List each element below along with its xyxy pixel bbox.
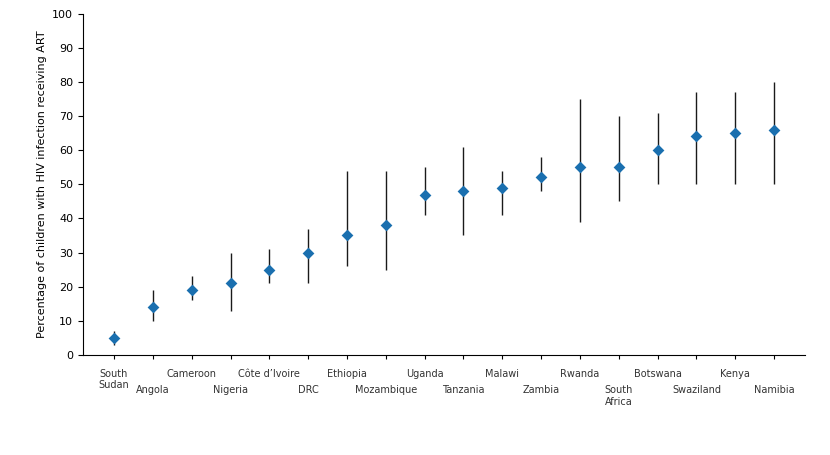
- Text: Ethiopia: Ethiopia: [327, 369, 367, 379]
- Text: Uganda: Uganda: [406, 369, 443, 379]
- Text: Nigeria: Nigeria: [213, 385, 248, 395]
- Text: Mozambique: Mozambique: [354, 385, 417, 395]
- Point: [612, 163, 625, 171]
- Text: Kenya: Kenya: [720, 369, 750, 379]
- Point: [457, 187, 470, 195]
- Point: [146, 303, 159, 311]
- Text: Angola: Angola: [136, 385, 169, 395]
- Text: Zambia: Zambia: [523, 385, 559, 395]
- Text: Botswana: Botswana: [633, 369, 681, 379]
- Point: [651, 147, 664, 154]
- Point: [496, 184, 509, 191]
- Text: Malawi: Malawi: [486, 369, 520, 379]
- Point: [535, 174, 548, 181]
- Point: [340, 232, 354, 239]
- Text: Tanzania: Tanzania: [442, 385, 485, 395]
- Text: Namibia: Namibia: [754, 385, 794, 395]
- Point: [185, 287, 198, 294]
- Point: [729, 129, 742, 136]
- Point: [768, 126, 781, 133]
- Point: [107, 334, 120, 341]
- Text: DRC: DRC: [298, 385, 319, 395]
- Point: [379, 222, 393, 229]
- Point: [418, 191, 432, 198]
- Point: [224, 279, 237, 287]
- Y-axis label: Percentage of children with HIV infection receiving ART: Percentage of children with HIV infectio…: [37, 30, 46, 338]
- Text: South
Africa: South Africa: [604, 385, 633, 407]
- Text: Rwanda: Rwanda: [560, 369, 599, 379]
- Point: [574, 163, 587, 171]
- Text: Côte d’Ivoire: Côte d’Ivoire: [238, 369, 300, 379]
- Text: Cameroon: Cameroon: [167, 369, 217, 379]
- Point: [263, 266, 276, 273]
- Text: South
Sudan: South Sudan: [99, 369, 129, 390]
- Point: [690, 133, 703, 140]
- Text: Swaziland: Swaziland: [672, 385, 721, 395]
- Point: [301, 249, 315, 256]
